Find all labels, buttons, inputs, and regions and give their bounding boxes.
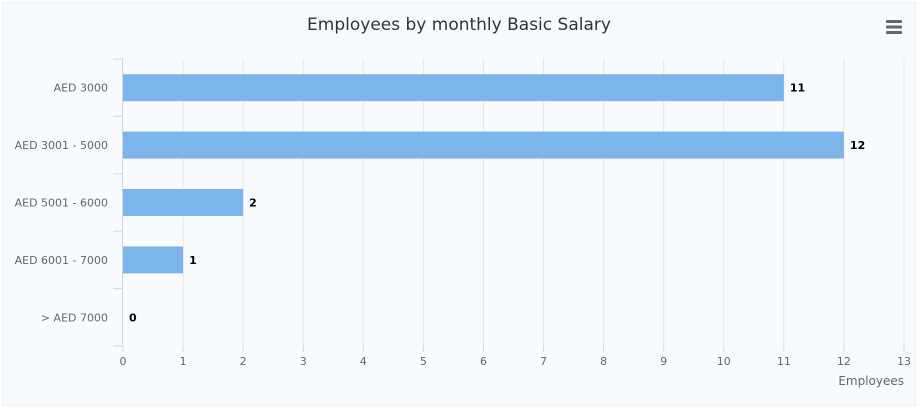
x-tick-label: 1 xyxy=(180,355,187,368)
x-tick-label: 8 xyxy=(600,355,607,368)
bar[interactable] xyxy=(123,74,784,102)
data-label: 1 xyxy=(189,254,197,267)
x-tick-label: 7 xyxy=(540,355,547,368)
y-category-label: AED 6001 - 7000 xyxy=(15,254,108,267)
bar[interactable] xyxy=(123,189,244,216)
x-axis-title: Employees xyxy=(838,374,904,388)
grid-lines xyxy=(182,59,905,346)
data-label: 0 xyxy=(129,311,137,324)
data-label: 2 xyxy=(249,197,257,210)
y-category-label: AED 3001 - 5000 xyxy=(15,139,108,152)
bar[interactable] xyxy=(123,246,184,274)
data-labels: 11 12 2 1 0 xyxy=(129,82,865,325)
x-tick-label: 9 xyxy=(660,355,667,368)
x-tick-label: 5 xyxy=(420,355,427,368)
chart-menu-button[interactable] xyxy=(880,14,908,40)
x-tick-label: 12 xyxy=(837,355,851,368)
y-category-label: > AED 7000 xyxy=(41,311,108,324)
x-tick-label: 0 xyxy=(120,355,127,368)
y-category-label: AED 3000 xyxy=(54,82,108,95)
bar[interactable] xyxy=(123,131,844,159)
x-tick-label: 13 xyxy=(897,355,911,368)
x-tick-label: 4 xyxy=(360,355,367,368)
chart-title: Employees by monthly Basic Salary xyxy=(307,15,611,35)
hamburger-menu-icon xyxy=(886,20,902,34)
x-tick-label: 2 xyxy=(240,355,247,368)
data-label: 11 xyxy=(790,82,805,95)
x-tick-label: 11 xyxy=(777,355,791,368)
x-tick-label: 3 xyxy=(300,355,307,368)
y-category-label: AED 5001 - 6000 xyxy=(15,197,108,210)
bars xyxy=(123,74,844,274)
x-tick-label: 6 xyxy=(480,355,487,368)
x-tick-label: 10 xyxy=(717,355,731,368)
data-label: 12 xyxy=(850,139,865,152)
